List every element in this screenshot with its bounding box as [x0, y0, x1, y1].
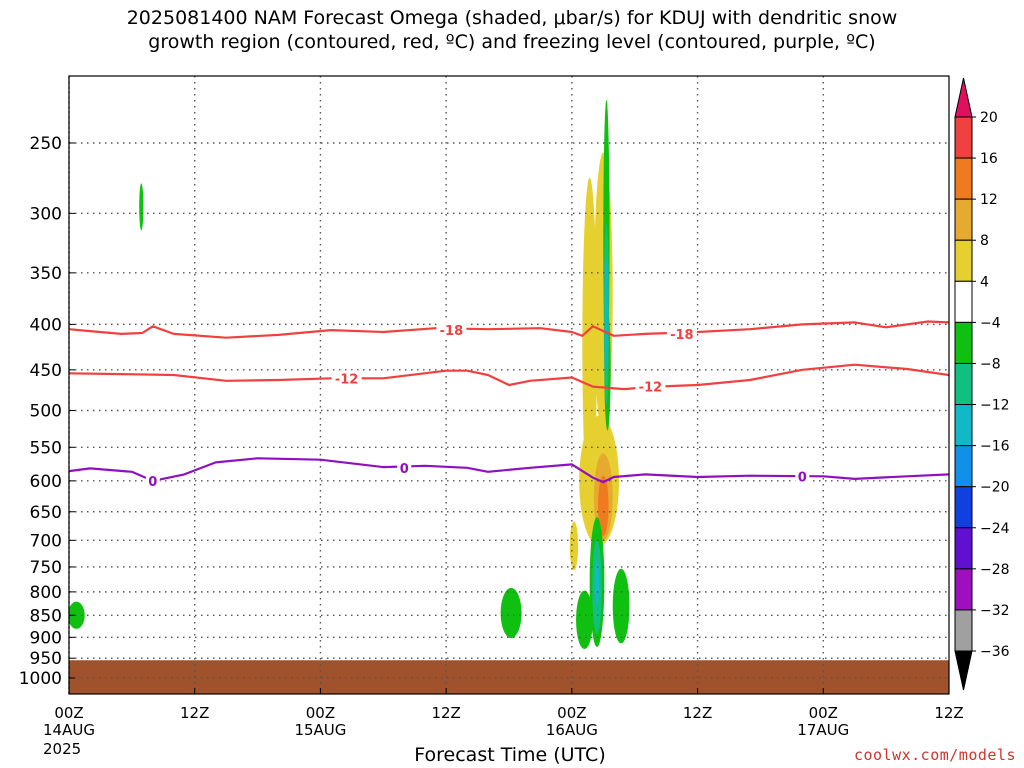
- contour-label-6: 0: [798, 470, 807, 485]
- colorbar-box-1: [954, 157, 973, 200]
- colorbar-label-4: 4: [980, 274, 989, 290]
- colorbar-box-9: [954, 486, 973, 529]
- colorbar-box-2: [954, 198, 973, 241]
- contour-label-bg-0: [436, 322, 467, 338]
- x-tick-label-12: 12Z: [180, 704, 209, 722]
- contour-label-5: 0: [400, 462, 409, 477]
- colorbar-box-3: [954, 239, 973, 282]
- y-tick-label-750: 750: [30, 558, 62, 578]
- y-tick-label-600: 600: [30, 472, 62, 492]
- y-tick-label-550: 550: [30, 438, 62, 458]
- omega-shading-layer: [69, 99, 949, 694]
- axis-layer: 2503003504004505005506006507007508008509…: [19, 75, 964, 739]
- x-tick-label-36: 12Z: [431, 704, 460, 722]
- y-tick-label-800: 800: [30, 583, 62, 603]
- x-tick-date-0: 14AUG: [43, 721, 95, 739]
- contour-layer: -18 -18 -12 -12 0 0 0: [69, 320, 949, 490]
- colorbar-label-1: 16: [980, 151, 998, 167]
- contour-line-1: [69, 363, 949, 391]
- colorbar-box-4: [954, 280, 973, 323]
- colorbar-box-12: [954, 609, 973, 652]
- colorbar-box-0: [954, 116, 973, 159]
- x-tick-label-60: 12Z: [683, 704, 712, 722]
- x-tick-label-84: 12Z: [934, 704, 963, 722]
- omega-shade-4: [612, 568, 630, 644]
- colorbar-label-8: −16: [980, 439, 1010, 455]
- contour-label-1: -18: [670, 328, 694, 343]
- y-tick-label-700: 700: [30, 531, 62, 551]
- x-tick-label-48: 00Z: [557, 704, 586, 722]
- contour-label-0: -18: [440, 324, 464, 339]
- y-tick-label-500: 500: [30, 402, 62, 422]
- y-tick-label-400: 400: [30, 315, 62, 335]
- contour-label-bg-3: [635, 378, 666, 394]
- y-tick-label-1000: 1000: [19, 669, 62, 689]
- colorbar-label-13: −36: [980, 644, 1010, 660]
- contour-label-bg-6: [795, 468, 810, 484]
- colorbar-box-8: [954, 445, 973, 488]
- colorbar-label-7: −12: [980, 398, 1010, 414]
- contour-label-2: -12: [335, 372, 359, 387]
- x-tick-date-72: 17AUG: [797, 721, 849, 739]
- contour-label-bg-4: [145, 472, 160, 488]
- terrain-fill: [69, 660, 949, 694]
- x-tick-label-24: 00Z: [306, 704, 335, 722]
- omega-shade-2: [500, 587, 522, 639]
- colorbar-top-arrow: [954, 77, 973, 118]
- colorbar-label-11: −28: [980, 562, 1010, 578]
- x-tick-label-0: 00Z: [54, 704, 83, 722]
- colorbar-label-3: 8: [980, 233, 989, 249]
- colorbar-label-0: 20: [980, 110, 998, 126]
- plot-frame: [68, 75, 950, 695]
- chart-title: 2025081400 NAM Forecast Omega (shaded, μ…: [0, 6, 1024, 54]
- omega-shade-14: [598, 475, 609, 536]
- chart-title-line2: growth region (contoured, red, ºC) and f…: [148, 31, 876, 53]
- contour-label-3: -12: [639, 381, 663, 396]
- omega-shade-17: [594, 559, 600, 605]
- y-tick-label-250: 250: [30, 134, 62, 154]
- y-tick-label-950: 950: [30, 649, 62, 669]
- y-tick-label-350: 350: [30, 264, 62, 284]
- omega-shade-3: [576, 590, 593, 650]
- y-tick-label-650: 650: [30, 503, 62, 523]
- colorbar-box-10: [954, 527, 973, 570]
- colorbar-label-10: −24: [980, 521, 1010, 537]
- colorbar: 20 16 12 8 4 −4 −8 −12 −16 −20 −24 −28 −32 −36: [954, 77, 1010, 691]
- omega-shade-1: [69, 601, 85, 629]
- y-tick-label-850: 850: [30, 606, 62, 626]
- y-tick-label-300: 300: [30, 204, 62, 224]
- colorbar-label-2: 12: [980, 192, 998, 208]
- colorbar-label-5: −4: [980, 315, 1001, 331]
- contour-label-bg-2: [331, 370, 362, 386]
- x-axis-label: Forecast Time (UTC): [414, 744, 606, 766]
- x-tick-label-72: 00Z: [809, 704, 838, 722]
- colorbar-box-7: [954, 404, 973, 447]
- colorbar-box-5: [954, 321, 973, 364]
- contour-label-bg-1: [666, 325, 697, 341]
- colorbar-box-11: [954, 568, 973, 611]
- contour-label-bg-5: [397, 459, 412, 475]
- colorbar-label-6: −8: [980, 356, 1001, 372]
- x-tick-date-48: 16AUG: [546, 721, 598, 739]
- colorbar-label-9: −20: [980, 480, 1010, 496]
- omega-shade-12: [604, 259, 608, 370]
- x-tick-date-24: 15AUG: [294, 721, 346, 739]
- y-tick-label-900: 900: [30, 628, 62, 648]
- omega-shade-0: [139, 183, 144, 231]
- omega-shade-8: [569, 521, 579, 571]
- colorbar-label-12: −32: [980, 603, 1010, 619]
- contour-line-2: [69, 457, 949, 484]
- contour-line-0: [69, 320, 949, 339]
- colorbar-box-6: [954, 362, 973, 406]
- colorbar-bottom-arrow: [954, 650, 973, 691]
- y-tick-label-450: 450: [30, 361, 62, 381]
- year-label: 2025: [43, 740, 82, 758]
- contour-label-4: 0: [148, 475, 157, 490]
- source-credit: coolwx.com/models: [853, 746, 1016, 764]
- chart-title-line1: 2025081400 NAM Forecast Omega (shaded, μ…: [126, 7, 898, 29]
